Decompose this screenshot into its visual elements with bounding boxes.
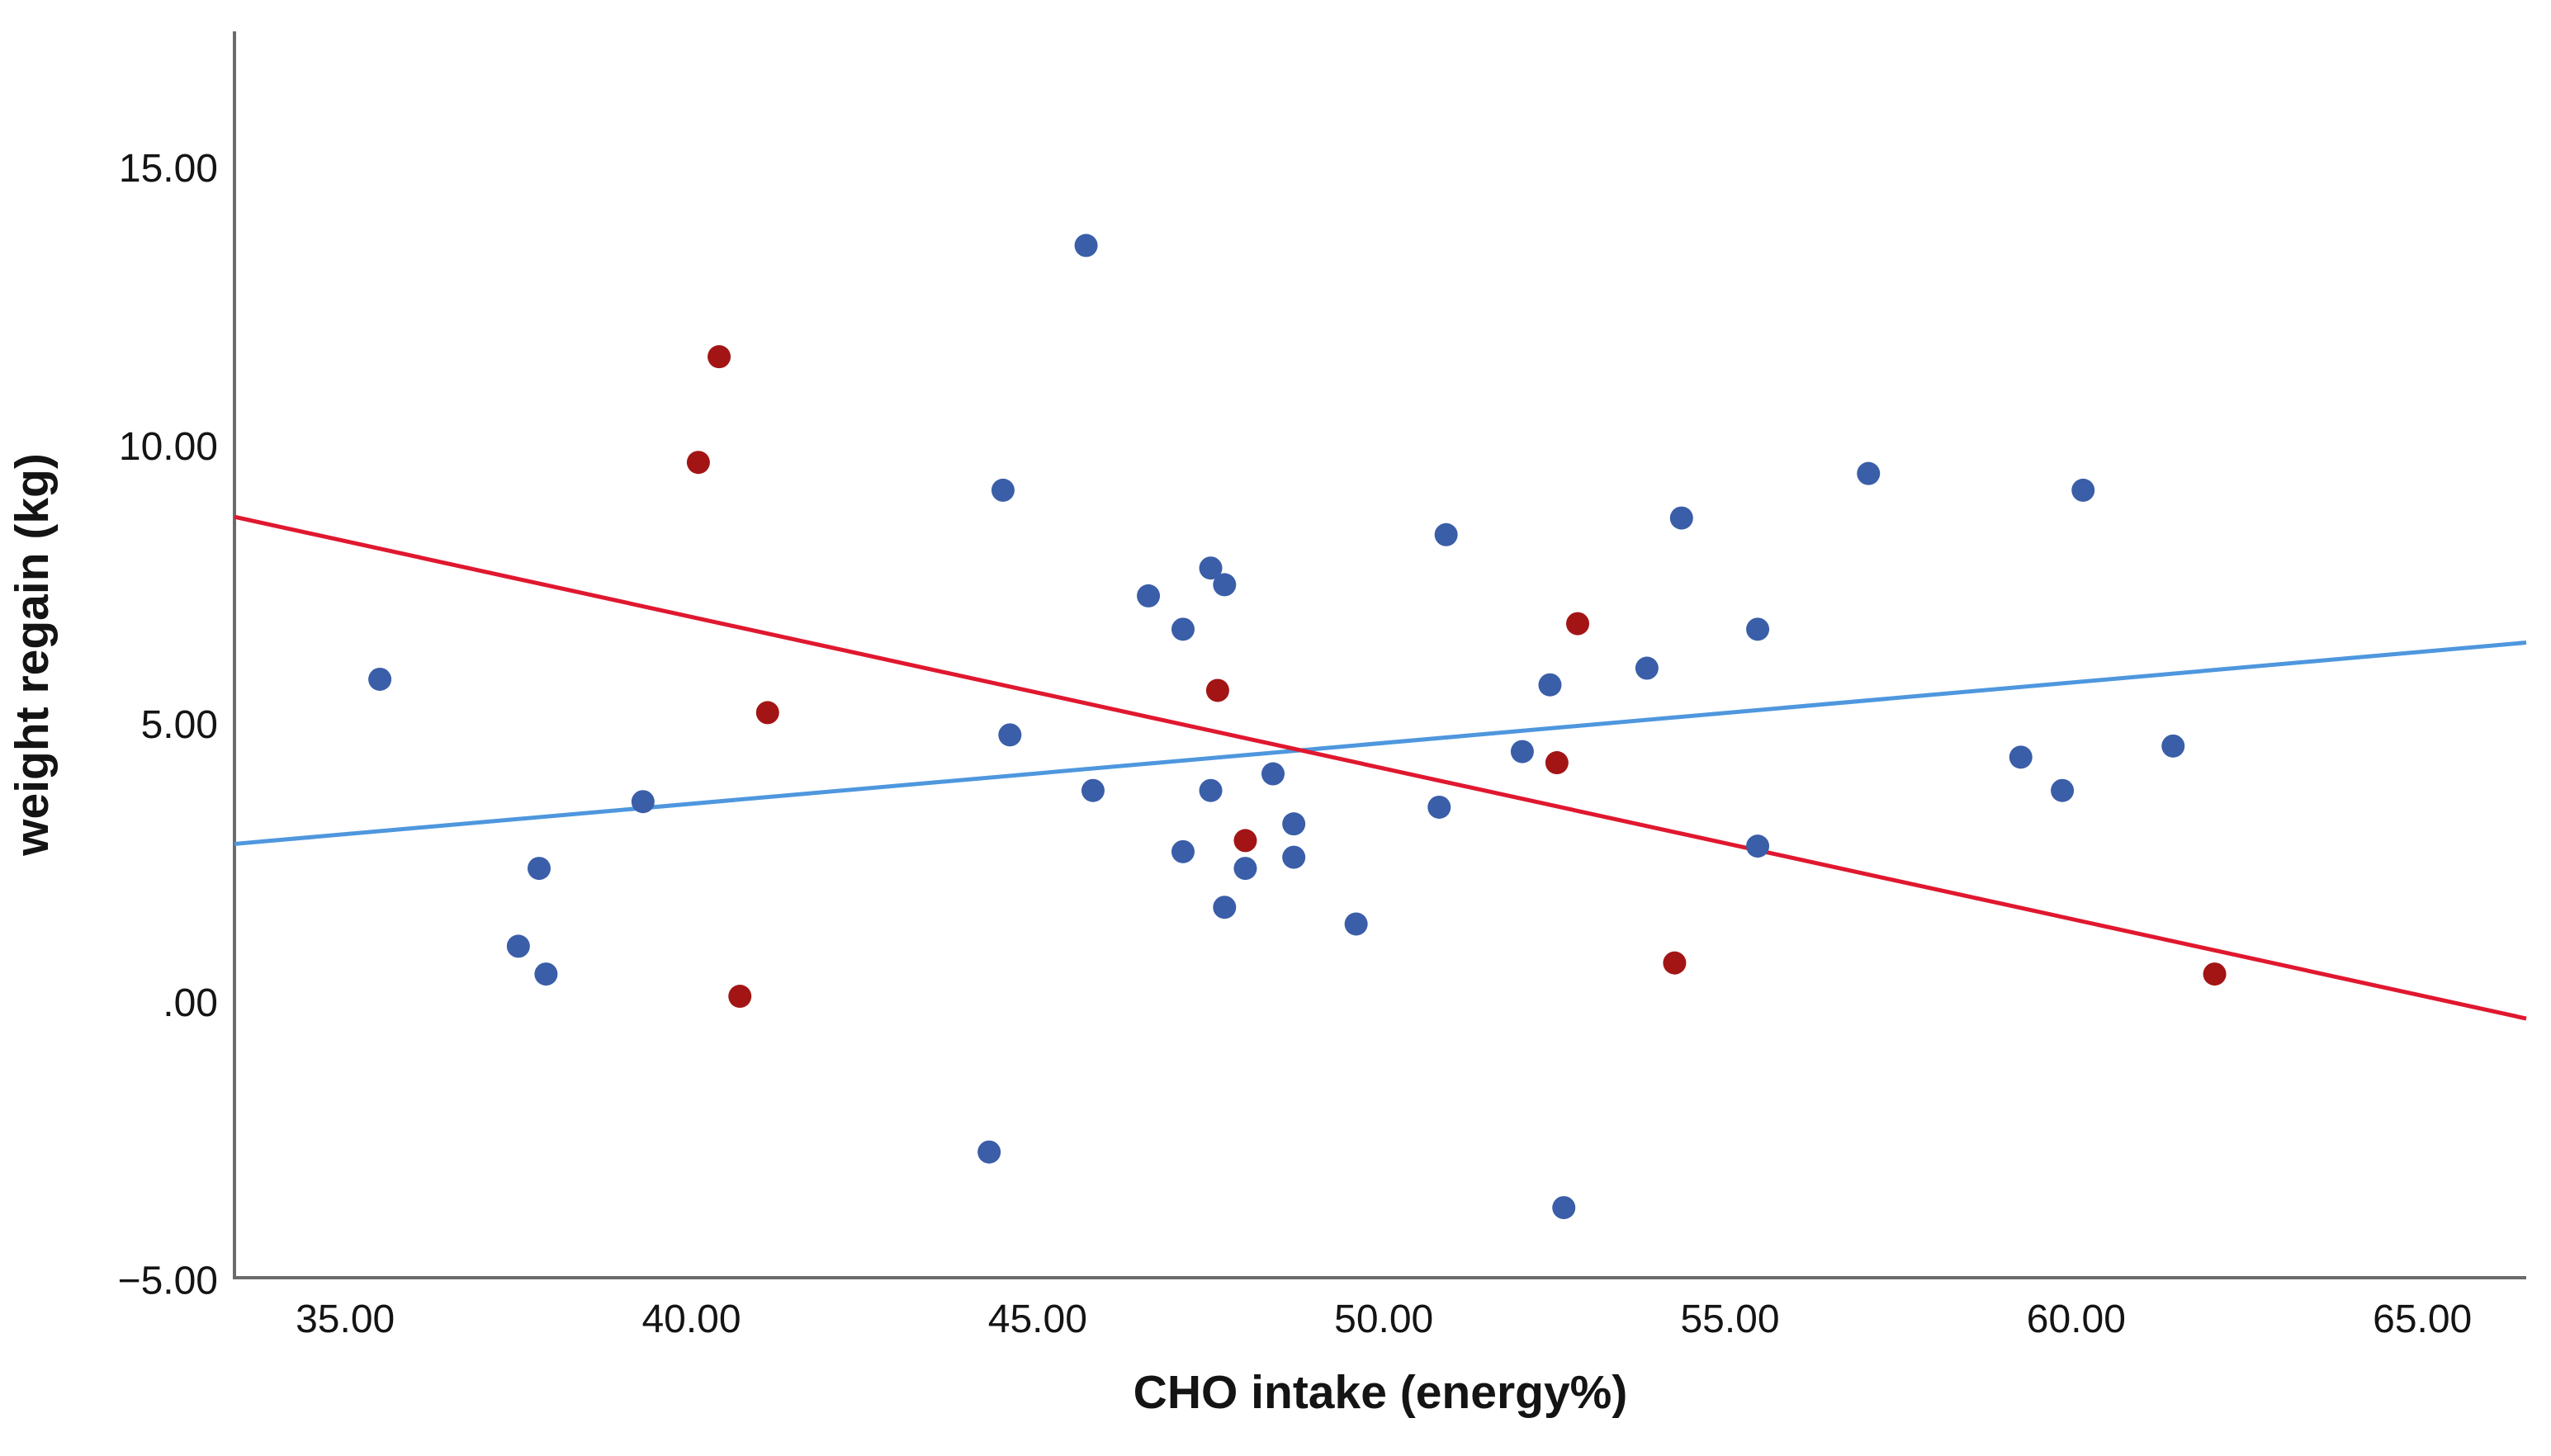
data-point-blue-group — [1171, 839, 1195, 863]
data-point-blue-group — [1746, 617, 1770, 641]
data-point-blue-group — [2009, 745, 2033, 769]
data-point-blue-group — [1857, 461, 1881, 485]
data-point-red-group — [1233, 829, 1257, 853]
data-points-group — [368, 234, 2227, 1220]
data-point-blue-group — [977, 1140, 1001, 1164]
red-trend-line — [234, 514, 2527, 1021]
y-tick-label: .00 — [163, 981, 218, 1025]
y-axis-tick-labels: −5.00 .00 5.00 10.00 15.00 — [118, 147, 218, 1303]
data-point-blue-group — [2051, 778, 2075, 802]
data-point-red-group — [755, 701, 779, 725]
x-tick-label: 65.00 — [2373, 1298, 2472, 1341]
data-point-blue-group — [1199, 778, 1223, 802]
data-point-blue-group — [1635, 656, 1659, 680]
data-point-blue-group — [1434, 522, 1458, 546]
data-point-blue-group — [1261, 762, 1285, 786]
data-point-blue-group — [631, 790, 655, 814]
data-point-blue-group — [1538, 673, 1562, 697]
data-point-red-group — [2203, 962, 2227, 986]
data-point-blue-group — [368, 667, 392, 691]
y-tick-label: −5.00 — [118, 1260, 218, 1303]
data-point-blue-group — [1199, 556, 1223, 580]
data-point-blue-group — [2071, 478, 2095, 502]
data-point-red-group — [728, 985, 752, 1009]
data-point-blue-group — [991, 478, 1015, 502]
data-point-blue-group — [528, 857, 551, 881]
trend-lines-group — [234, 514, 2527, 1021]
data-point-blue-group — [1171, 617, 1195, 641]
data-point-blue-group — [1427, 795, 1451, 819]
data-point-red-group — [708, 345, 731, 369]
y-axis-title: weight regain (kg) — [6, 453, 59, 857]
data-point-blue-group — [1669, 506, 1693, 530]
data-point-blue-group — [1746, 834, 1770, 858]
x-tick-label: 50.00 — [1334, 1298, 1433, 1341]
x-tick-label: 40.00 — [641, 1298, 741, 1341]
blue-trend-line — [234, 641, 2527, 846]
x-tick-label: 35.00 — [296, 1298, 395, 1341]
x-tick-label: 60.00 — [2027, 1298, 2126, 1341]
y-tick-label: 5.00 — [141, 703, 218, 747]
data-point-blue-group — [506, 934, 530, 958]
data-point-blue-group — [534, 962, 558, 986]
data-point-red-group — [1545, 751, 1569, 775]
x-tick-label: 45.00 — [988, 1298, 1087, 1341]
x-axis-tick-labels: 35.00 40.00 45.00 50.00 55.00 60.00 65.00 — [296, 1298, 2472, 1341]
data-point-blue-group — [998, 723, 1022, 747]
data-point-blue-group — [1074, 234, 1098, 258]
data-point-blue-group — [1213, 896, 1237, 919]
data-point-blue-group — [2161, 734, 2185, 758]
data-point-blue-group — [1213, 573, 1237, 597]
y-tick-label: 10.00 — [119, 425, 218, 469]
data-point-red-group — [686, 451, 710, 475]
data-point-blue-group — [1137, 584, 1161, 607]
data-point-blue-group — [1552, 1196, 1576, 1220]
data-point-red-group — [1205, 678, 1229, 702]
data-point-blue-group — [1344, 912, 1368, 936]
data-point-blue-group — [1081, 778, 1105, 802]
data-point-red-group — [1663, 951, 1687, 975]
data-point-blue-group — [1233, 857, 1257, 881]
data-point-blue-group — [1282, 812, 1306, 836]
x-tick-label: 55.00 — [1680, 1298, 1779, 1341]
y-tick-label: 15.00 — [119, 147, 218, 191]
x-axis-title: CHO intake (energy%) — [1134, 1366, 1628, 1419]
data-point-blue-group — [1282, 845, 1306, 869]
data-point-blue-group — [1510, 740, 1534, 763]
data-point-red-group — [1566, 612, 1590, 636]
